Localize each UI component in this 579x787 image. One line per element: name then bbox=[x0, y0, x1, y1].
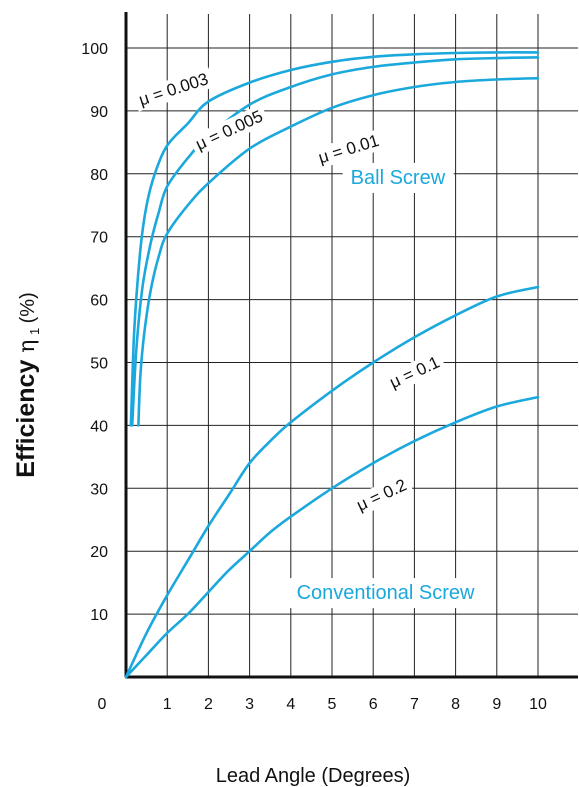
x-tick-label-1: 1 bbox=[163, 696, 172, 713]
y-tick-label-30: 30 bbox=[90, 481, 108, 498]
y-axis-title-subscript: 1 bbox=[27, 328, 42, 335]
y-tick-labels: 10 20 30 40 50 60 70 80 90 100 bbox=[81, 41, 108, 624]
y-tick-label-40: 40 bbox=[90, 418, 108, 435]
y-tick-label-50: 50 bbox=[90, 356, 108, 373]
y-tick-label-100: 100 bbox=[81, 41, 108, 58]
curve-label-2: μ = 0.01 bbox=[316, 131, 381, 167]
curve-label-1: μ = 0.005 bbox=[193, 106, 266, 154]
curve-label-4: μ = 0.2 bbox=[354, 475, 410, 515]
y-tick-label-10: 10 bbox=[90, 607, 108, 624]
region-label-bg-0 bbox=[342, 162, 454, 193]
region-label-1: Conventional Screw bbox=[297, 582, 475, 604]
x-tick-label-3: 3 bbox=[245, 696, 254, 713]
x-tick-label-8: 8 bbox=[451, 696, 460, 713]
series-lines bbox=[124, 51, 540, 679]
x-tick-labels: 1 2 3 4 5 6 7 8 9 10 bbox=[163, 696, 547, 713]
curve-label-0: μ = 0.003 bbox=[137, 69, 211, 109]
series-line-3 bbox=[124, 285, 540, 679]
y-axis-title-main: Efficiency bbox=[12, 353, 40, 478]
x-tick-label-2: 2 bbox=[204, 696, 213, 713]
y-tick-label-60: 60 bbox=[90, 293, 108, 310]
x-tick-label-4: 4 bbox=[286, 696, 295, 713]
x-tick-label-7: 7 bbox=[410, 696, 419, 713]
curve-label-group-4: μ = 0.2 bbox=[349, 472, 414, 518]
curve-label-group-1: μ = 0.005 bbox=[188, 103, 270, 157]
y-axis-title-symbol: η bbox=[15, 340, 40, 353]
y-tick-label-90: 90 bbox=[90, 104, 108, 121]
x-tick-label-9: 9 bbox=[492, 696, 501, 713]
series-line-1 bbox=[130, 56, 540, 427]
curve-label-bg-1 bbox=[188, 103, 270, 157]
x-tick-label-5: 5 bbox=[328, 696, 337, 713]
region-label-bg-1 bbox=[288, 578, 484, 609]
curve-label-bg-2 bbox=[311, 128, 386, 170]
origin-label: 0 bbox=[98, 696, 107, 713]
x-axis-title: Lead Angle (Degrees) bbox=[216, 765, 411, 787]
y-tick-label-70: 70 bbox=[90, 230, 108, 247]
y-tick-label-20: 20 bbox=[90, 544, 108, 561]
curve-label-bg-0 bbox=[132, 67, 215, 112]
y-axis-title: Efficiency η 1 (%) bbox=[12, 292, 43, 478]
x-tick-label-6: 6 bbox=[369, 696, 378, 713]
series-line-4 bbox=[124, 395, 540, 679]
series-line-2 bbox=[137, 76, 540, 427]
region-labels: Ball Screw Conventional Screw bbox=[288, 162, 484, 609]
curve-label-bg-4 bbox=[349, 472, 414, 518]
x-tick-label-10: 10 bbox=[529, 696, 547, 713]
series-line-0 bbox=[129, 51, 540, 427]
grid-lines bbox=[126, 14, 578, 677]
y-tick-label-80: 80 bbox=[90, 167, 108, 184]
curve-label-bg-3 bbox=[382, 349, 447, 395]
region-label-0: Ball Screw bbox=[351, 167, 446, 189]
y-axis-title-unit: (%) bbox=[17, 292, 39, 323]
axes bbox=[124, 12, 578, 679]
